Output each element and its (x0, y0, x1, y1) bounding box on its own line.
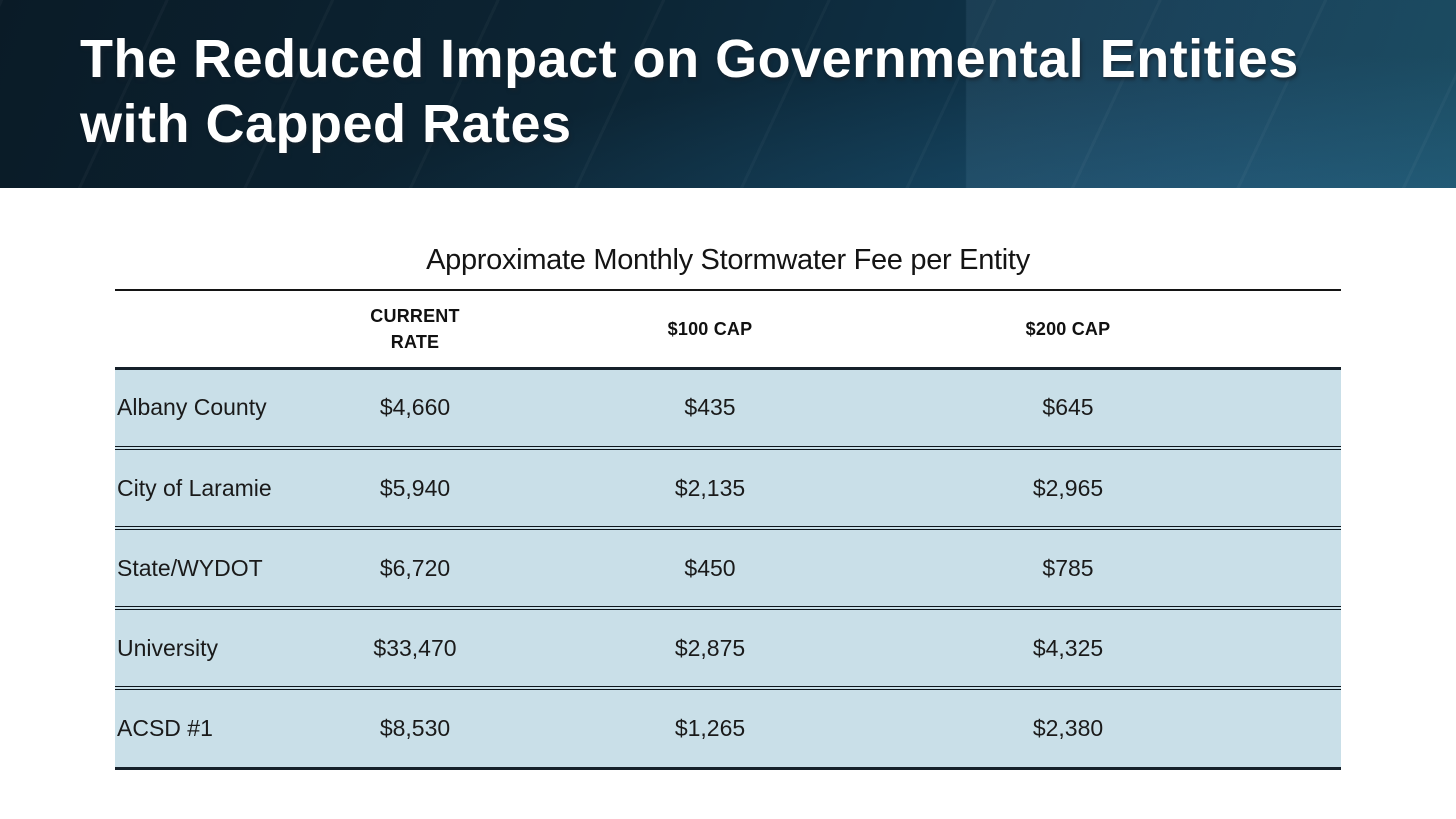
col-header-current-rate: CURRENT RATE (290, 290, 540, 368)
current-rate-cell: $6,720 (379, 554, 451, 581)
col-header-100-cap: $100 CAP (667, 318, 753, 339)
cap-100-cell: $2,135 (674, 474, 746, 501)
table-header: CURRENT RATE $100 CAP $200 CAP (115, 290, 1341, 368)
cap-100-cell: $2,875 (674, 634, 746, 661)
table-section: Approximate Monthly Stormwater Fee per E… (115, 188, 1341, 770)
current-rate-cell: $5,940 (379, 474, 451, 501)
current-rate-cell: $33,470 (373, 634, 457, 661)
cap-100-cell: $450 (684, 554, 736, 581)
table-row-city-of-laramie: City of Laramie $5,940 $2,135 $2,965 (115, 448, 1341, 528)
table-body: Albany County $4,660 $435 $645 City of L… (115, 368, 1341, 768)
col-header-current-rate-label: CURRENT RATE (370, 305, 460, 352)
current-rate-cell: $8,530 (379, 714, 451, 741)
entity-cell: City of Laramie (117, 474, 272, 501)
table-header-row: CURRENT RATE $100 CAP $200 CAP (115, 290, 1341, 368)
slide-header-banner: The Reduced Impact on Governmental Entit… (0, 0, 1456, 188)
col-header-200-cap: $200 CAP (1025, 318, 1111, 339)
entity-cell: State/WYDOT (117, 554, 263, 581)
slide-title-line-1: The Reduced Impact on Governmental Entit… (80, 29, 1299, 89)
cap-200-cell: $645 (1042, 394, 1094, 421)
entity-cell: ACSD #1 (117, 714, 213, 741)
table-row-acsd-1: ACSD #1 $8,530 $1,265 $2,380 (115, 688, 1341, 768)
cap-200-cell: $2,965 (1032, 474, 1104, 501)
cap-100-cell: $435 (684, 394, 736, 421)
table-row-albany-county: Albany County $4,660 $435 $645 (115, 368, 1341, 448)
entity-cell: Albany County (117, 394, 267, 421)
cap-100-cell: $1,265 (674, 714, 746, 741)
current-rate-cell: $4,660 (379, 394, 451, 421)
cap-200-cell: $4,325 (1032, 634, 1104, 661)
slide-title-line-2: with Capped Rates (80, 94, 572, 155)
table-row-state-wydot: State/WYDOT $6,720 $450 $785 (115, 528, 1341, 608)
cap-200-cell: $2,380 (1032, 714, 1104, 741)
table-caption: Approximate Monthly Stormwater Fee per E… (426, 244, 1030, 276)
presentation-slide: The Reduced Impact on Governmental Entit… (0, 0, 1456, 770)
col-header-entity (115, 290, 290, 368)
cap-200-cell: $785 (1042, 554, 1094, 581)
slide-title: The Reduced Impact on Governmental Entit… (0, 0, 1456, 158)
table-row-university: University $33,470 $2,875 $4,325 (115, 608, 1341, 688)
entity-cell: University (117, 634, 218, 661)
stormwater-fee-table: CURRENT RATE $100 CAP $200 CAP Albany Co… (115, 289, 1341, 770)
